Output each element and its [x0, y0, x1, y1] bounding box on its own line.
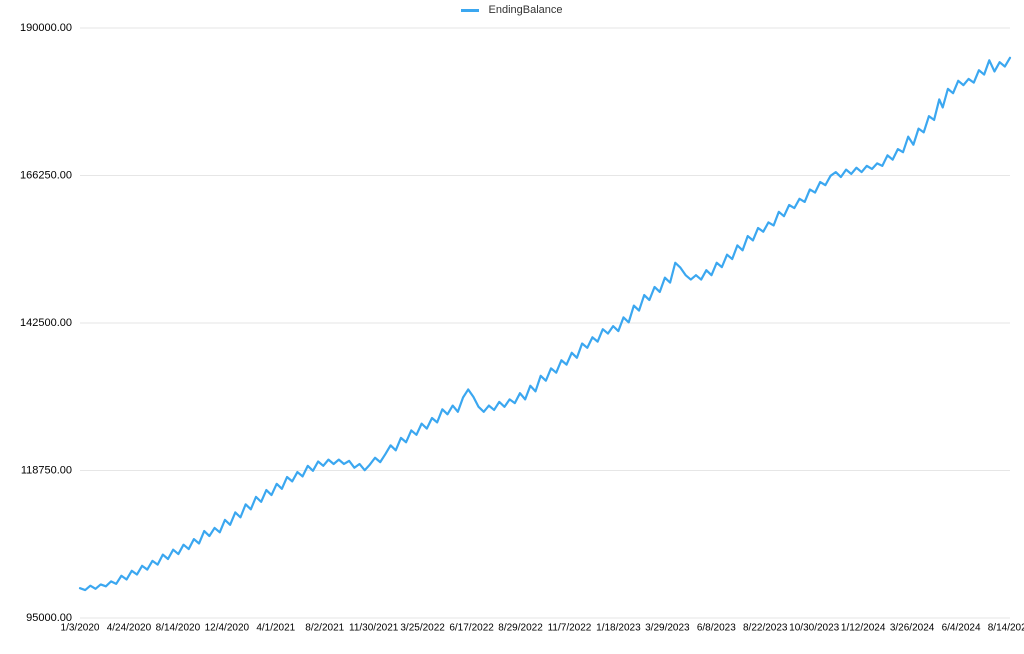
- chart-container: EndingBalance 95000.00118750.00142500.00…: [0, 0, 1024, 654]
- y-tick-label: 190000.00: [20, 22, 72, 34]
- x-tick-label: 4/24/2020: [107, 622, 152, 633]
- x-tick-label: 3/25/2022: [400, 622, 445, 633]
- x-tick-label: 3/26/2024: [890, 622, 935, 633]
- x-tick-label: 8/14/2024: [988, 622, 1024, 633]
- x-tick-label: 4/1/2021: [256, 622, 295, 633]
- x-tick-label: 6/8/2023: [697, 622, 736, 633]
- x-tick-label: 3/29/2023: [645, 622, 690, 633]
- x-tick-label: 10/30/2023: [789, 622, 839, 633]
- x-tick-label: 8/22/2023: [743, 622, 788, 633]
- x-tick-label: 1/18/2023: [596, 622, 641, 633]
- x-tick-label: 6/17/2022: [449, 622, 494, 633]
- x-tick-label: 11/7/2022: [548, 622, 592, 633]
- x-tick-label: 8/14/2020: [156, 622, 201, 633]
- y-tick-label: 118750.00: [21, 464, 72, 476]
- x-tick-label: 8/2/2021: [305, 622, 344, 633]
- x-tick-label: 8/29/2022: [498, 622, 543, 633]
- x-tick-label: 1/12/2024: [841, 622, 886, 633]
- y-tick-label: 166250.00: [20, 169, 72, 181]
- x-tick-label: 6/4/2024: [942, 622, 981, 633]
- series-line: [80, 58, 1010, 590]
- x-tick-label: 12/4/2020: [205, 622, 250, 633]
- x-tick-label: 11/30/2021: [349, 622, 399, 633]
- chart-svg: 95000.00118750.00142500.00166250.0019000…: [0, 0, 1024, 654]
- y-tick-label: 142500.00: [20, 317, 72, 329]
- x-tick-label: 1/3/2020: [61, 622, 100, 633]
